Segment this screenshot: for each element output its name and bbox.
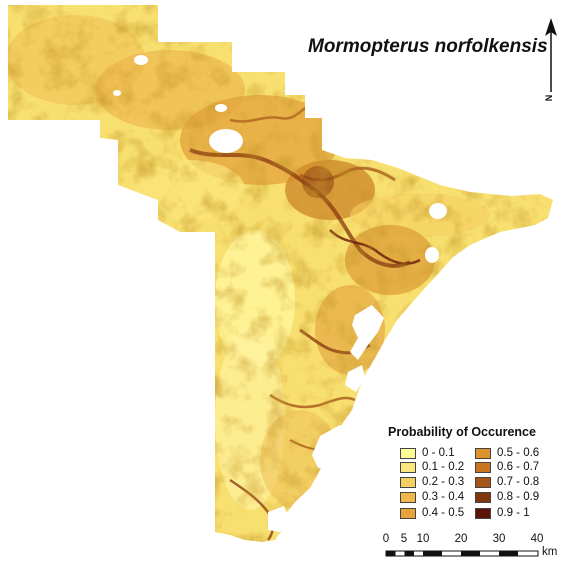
legend-swatch (475, 447, 491, 459)
legend-swatch (400, 447, 416, 459)
legend-item: 0.8 - 0.9 (475, 490, 539, 504)
legend-swatch (475, 461, 491, 473)
scale-tick-label: 0 (382, 533, 390, 545)
legend-item: 0 - 0.1 (400, 446, 455, 460)
scale-tick-label: 20 (454, 533, 468, 545)
legend-label: 0.2 - 0.3 (422, 476, 465, 488)
legend-item: 0.5 - 0.6 (475, 446, 539, 460)
legend-item: 0.9 - 1 (475, 506, 530, 520)
legend-label: 0.5 - 0.6 (497, 447, 540, 459)
scale-tick-label: 10 (416, 533, 430, 545)
legend-swatch (475, 476, 491, 488)
map-title: Mormopterus norfolkensis (308, 36, 548, 57)
legend-swatch (400, 476, 416, 488)
legend-item: 0.7 - 0.8 (475, 475, 539, 489)
legend-swatch (475, 507, 491, 519)
legend-label: 0.4 - 0.5 (422, 507, 465, 519)
legend-label: 0.3 - 0.4 (422, 491, 465, 503)
legend-swatch (400, 461, 416, 473)
scale-bar: 0 5 10 20 30 40 km (380, 533, 560, 567)
legend-item: 0.6 - 0.7 (475, 460, 539, 474)
north-arrow-icon (545, 18, 557, 92)
legend-label: 0 - 0.1 (422, 447, 455, 459)
legend-label: 0.8 - 0.9 (497, 491, 540, 503)
legend-label: 0.6 - 0.7 (497, 461, 540, 473)
legend-swatch (475, 491, 491, 503)
scale-unit: km (542, 546, 558, 558)
water-bodies (113, 55, 447, 532)
legend-label: 0.7 - 0.8 (497, 476, 540, 488)
north-label: N (543, 94, 554, 102)
legend-label: 0.9 - 1 (497, 507, 530, 519)
scale-tick-label: 30 (492, 533, 506, 545)
scale-tick-label: 40 (530, 533, 544, 545)
scale-bar-graphic (385, 550, 539, 557)
legend-item: 0.4 - 0.5 (400, 506, 464, 520)
scale-tick-label: 5 (400, 533, 408, 545)
legend-swatch (400, 491, 416, 503)
legend-swatch (400, 507, 416, 519)
legend-label: 0.1 - 0.2 (422, 461, 465, 473)
legend-title: Probability of Occurence (388, 425, 536, 439)
legend-item: 0.2 - 0.3 (400, 475, 464, 489)
legend-item: 0.3 - 0.4 (400, 490, 464, 504)
legend-item: 0.1 - 0.2 (400, 460, 464, 474)
